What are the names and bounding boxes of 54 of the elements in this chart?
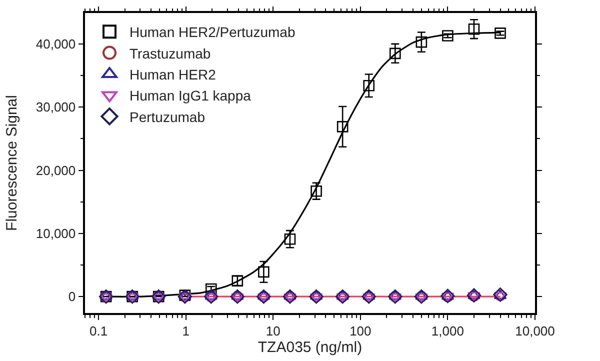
point — [416, 36, 428, 48]
point — [494, 28, 506, 39]
y-tick-label: 20,000 — [36, 162, 76, 178]
point — [100, 293, 112, 302]
point — [415, 290, 428, 300]
point — [100, 290, 112, 300]
point — [258, 266, 270, 278]
point — [284, 233, 296, 245]
point — [310, 290, 323, 300]
point — [310, 185, 322, 197]
legend-label: Trastuzumab — [130, 45, 211, 62]
point — [284, 290, 296, 300]
point — [388, 290, 402, 300]
point — [126, 293, 139, 302]
y-tick-label: 40,000 — [36, 36, 76, 52]
legend-label: Human HER2/Pertuzumab — [130, 24, 296, 40]
point — [388, 293, 402, 302]
point — [204, 293, 218, 302]
point — [152, 293, 166, 302]
point — [336, 290, 350, 300]
x-axis-title: TZA035 (ng/ml) — [258, 338, 362, 356]
x-tick-label: 1 — [182, 323, 190, 338]
y-tick-label: 10,000 — [36, 226, 76, 241]
point — [310, 293, 323, 302]
point — [363, 80, 375, 92]
legend-label: Pertuzumab — [130, 108, 206, 125]
point — [257, 293, 270, 302]
point — [126, 290, 139, 300]
point — [178, 293, 192, 302]
point — [257, 290, 270, 300]
point — [362, 293, 376, 302]
point — [204, 290, 218, 300]
point — [442, 30, 454, 42]
x-tick-label: 10,000 — [515, 323, 555, 338]
x-tick-label: 1,000 — [431, 323, 464, 338]
x-tick-label: 10 — [266, 323, 280, 338]
y-axis-title: Fluorescence Signal — [4, 95, 21, 231]
point — [231, 290, 244, 300]
y-tick-label: 0 — [68, 289, 76, 304]
point — [231, 293, 244, 302]
point — [284, 293, 296, 302]
y-tick-label: 30,000 — [36, 100, 76, 115]
point — [415, 293, 428, 302]
point — [336, 121, 348, 132]
point — [390, 48, 401, 60]
point — [152, 290, 166, 300]
point — [468, 23, 480, 35]
legend-label: Human HER2 — [130, 66, 216, 82]
point — [441, 290, 454, 300]
point — [362, 290, 376, 300]
legend-label: Human IgG1 kappa — [130, 88, 252, 104]
x-tick-label: 100 — [350, 323, 372, 338]
point — [336, 293, 350, 302]
x-tick-label: 0.1 — [89, 323, 108, 338]
